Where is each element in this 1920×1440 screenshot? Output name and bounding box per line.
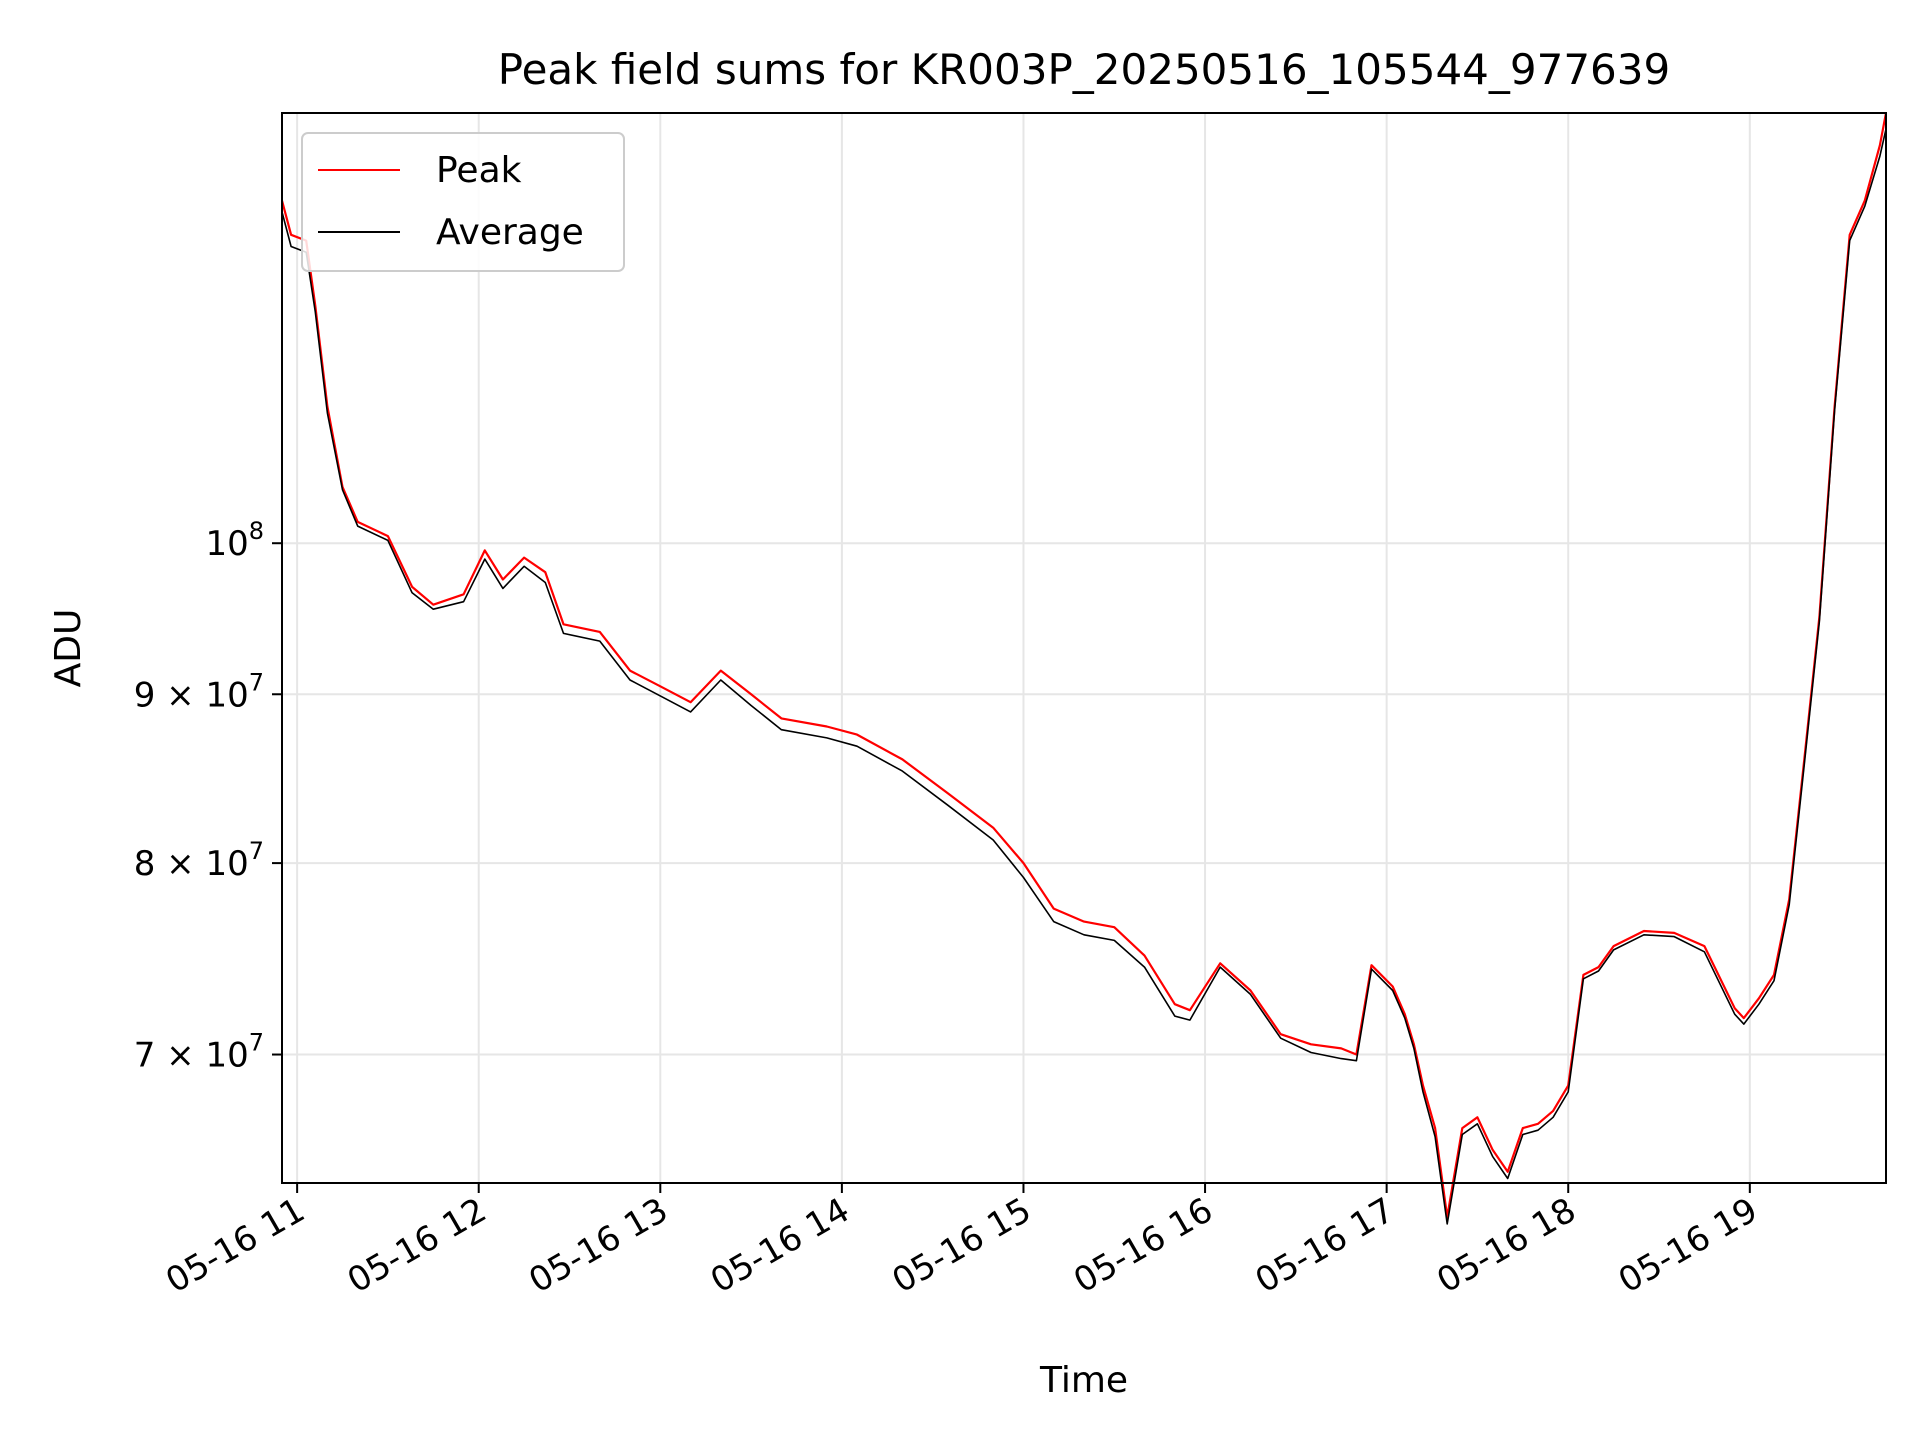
y-tick-exponent: 7 [249, 1029, 264, 1057]
legend-label-peak: Peak [436, 150, 522, 191]
y-tick-label: 9 × 107 [134, 668, 264, 715]
y-tick-label: 8 × 107 [134, 837, 264, 884]
y-tick-label: 7 × 107 [134, 1029, 264, 1076]
chart-title: Peak field sums for KR003P_20250516_1055… [498, 45, 1670, 94]
series-layer [280, 112, 1888, 1225]
series-line-average [281, 128, 1887, 1225]
x-axis-title: Time [1039, 1360, 1128, 1401]
legend: Peak Average [301, 132, 625, 272]
plot-frame [281, 112, 1887, 1184]
y-tick-label: 108 [205, 517, 264, 564]
y-tick-base: 9 × 10 [134, 675, 249, 715]
y-tick-exponent: 8 [249, 517, 264, 545]
y-tick-base: 10 [205, 524, 248, 564]
series-line-peak [280, 112, 1888, 1219]
legend-label-average: Average [436, 212, 584, 253]
y-axis-title: ADU [48, 609, 89, 688]
y-tick-base: 8 × 10 [134, 844, 249, 884]
grid [282, 113, 1886, 1183]
legend-box [301, 132, 625, 272]
y-tick-exponent: 7 [249, 668, 264, 696]
y-tick-exponent: 7 [249, 837, 264, 865]
y-tick-base: 7 × 10 [134, 1036, 249, 1076]
